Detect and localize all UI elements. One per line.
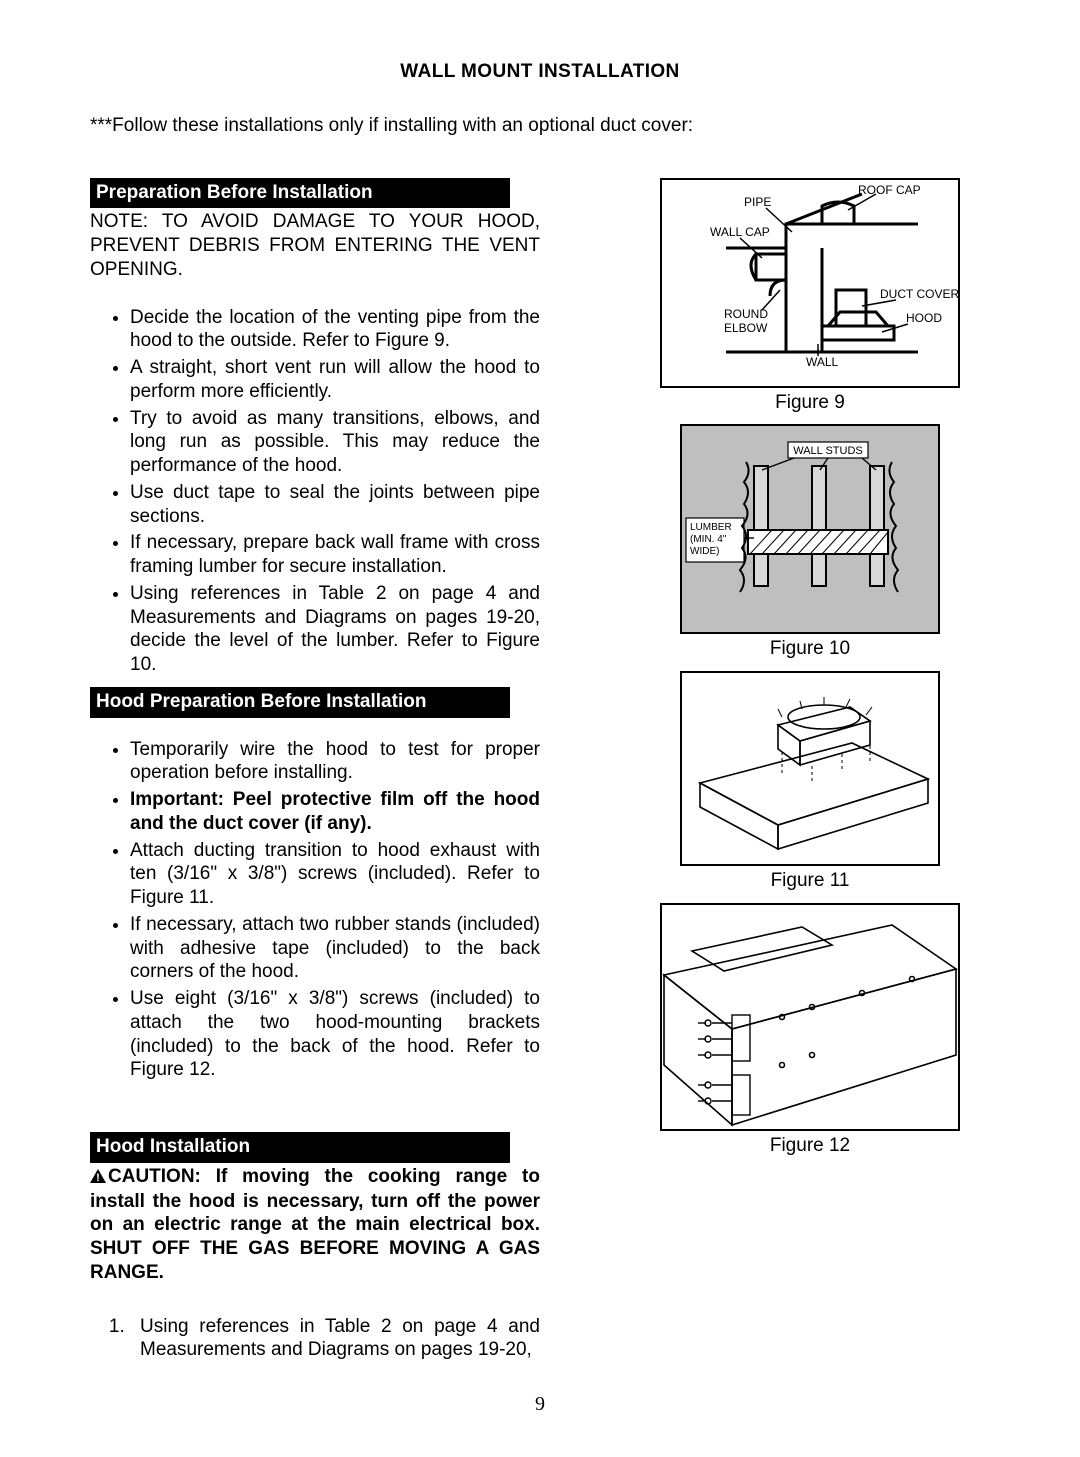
label-lumber-1: LUMBER: [690, 522, 732, 533]
warning-icon: !: [90, 1166, 106, 1190]
caution-body: CAUTION: If moving the cooking range to …: [90, 1166, 540, 1283]
list-item: Temporarily wire the hood to test for pr…: [130, 738, 540, 786]
list-item: A straight, short vent run will allow th…: [130, 356, 540, 404]
section-header-hood-prep: Hood Preparation Before Installation: [90, 687, 510, 718]
list-item: Important: Peel protective film off the …: [130, 788, 540, 836]
list-item: Attach ducting transition to hood exhaus…: [130, 839, 540, 910]
figure-10-caption: Figure 10: [770, 637, 850, 661]
label-round-elbow-2: ELBOW: [724, 321, 768, 335]
figure-9-svg: ROOF CAP PIPE WALL CAP ROUND ELBOW DUCT …: [662, 180, 958, 386]
label-duct-cover: DUCT COVER: [880, 287, 958, 301]
page-number: 9: [90, 1392, 990, 1417]
figure-11-diagram: [680, 671, 940, 866]
intro-text: ***Follow these installations only if in…: [90, 114, 990, 138]
label-pipe: PIPE: [744, 195, 771, 209]
label-roof-cap: ROOF CAP: [858, 183, 921, 197]
figure-10-diagram: WALL STUDS LUMBER (MIN. 4" WIDE): [680, 424, 940, 634]
preparation-bullets: Decide the location of the venting pipe …: [90, 306, 580, 677]
label-hood: HOOD: [906, 311, 942, 325]
figure-9-diagram: ROOF CAP PIPE WALL CAP ROUND ELBOW DUCT …: [660, 178, 960, 388]
list-item: If necessary, attach two rubber stands (…: [130, 913, 540, 984]
right-column: ROOF CAP PIPE WALL CAP ROUND ELBOW DUCT …: [630, 178, 990, 1367]
spacer: [90, 720, 580, 738]
list-item: Use eight (3/16" x 3/8") screws (include…: [130, 987, 540, 1082]
page-title: WALL MOUNT INSTALLATION: [90, 60, 990, 84]
label-wall-cap: WALL CAP: [710, 225, 770, 239]
caution-text: ! CAUTION: If moving the cooking range t…: [90, 1165, 540, 1285]
hood-install-steps: Using references in Table 2 on page 4 an…: [90, 1315, 580, 1363]
figure-12-caption: Figure 12: [770, 1134, 850, 1158]
list-item: Use duct tape to seal the joints between…: [130, 481, 540, 529]
two-column-layout: Preparation Before Installation NOTE: TO…: [90, 178, 990, 1367]
label-wall-studs: WALL STUDS: [793, 445, 862, 457]
label-round-elbow-1: ROUND: [724, 307, 768, 321]
list-item: Using references in Table 2 on page 4 an…: [130, 1315, 540, 1363]
list-item: If necessary, prepare back wall frame wi…: [130, 531, 540, 579]
figure-11-svg: [682, 673, 938, 864]
figure-9-caption: Figure 9: [775, 391, 845, 415]
list-item: Using references in Table 2 on page 4 an…: [130, 582, 540, 677]
label-wall: WALL: [806, 355, 839, 369]
section-header-preparation: Preparation Before Installation: [90, 178, 510, 209]
list-item: Decide the location of the venting pipe …: [130, 306, 540, 354]
page-root: WALL MOUNT INSTALLATION ***Follow these …: [0, 0, 1080, 1457]
section-header-hood-install: Hood Installation: [90, 1132, 510, 1163]
label-lumber-2: (MIN. 4": [690, 534, 727, 545]
figure-12-svg: [662, 905, 958, 1129]
figure-11-caption: Figure 11: [771, 869, 850, 893]
hood-prep-bullets: Temporarily wire the hood to test for pr…: [90, 738, 580, 1083]
figure-10-svg: WALL STUDS LUMBER (MIN. 4" WIDE): [682, 426, 938, 632]
list-item: Try to avoid as many transitions, elbows…: [130, 407, 540, 478]
label-lumber-3: WIDE): [690, 546, 719, 557]
spacer: [90, 1092, 580, 1132]
svg-text:!: !: [96, 1172, 100, 1183]
figure-12-diagram: [660, 903, 960, 1131]
left-column: Preparation Before Installation NOTE: TO…: [90, 178, 580, 1367]
preparation-note: NOTE: TO AVOID DAMAGE TO YOUR HOOD, PREV…: [90, 210, 580, 281]
